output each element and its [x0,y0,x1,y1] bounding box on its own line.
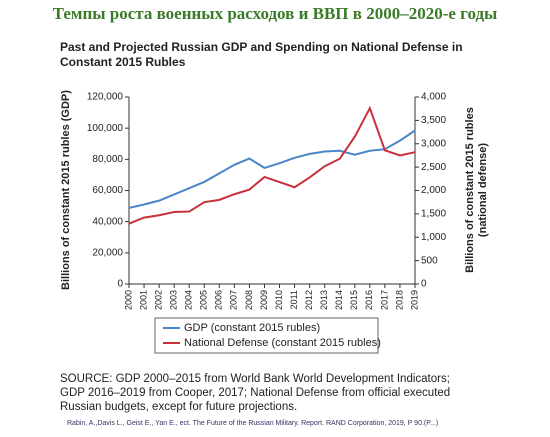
y2-tick-label: 3,000 [421,138,446,149]
x-tick-label: 2010 [274,290,284,310]
source-line: Russian budgets, except for future proje… [60,401,297,413]
y-tick-label: 0 [117,279,123,290]
x-tick-label: 2017 [379,290,389,310]
citation: Rabin, A.,Davis L., Geist E., Yan E., ec… [67,420,438,427]
y2-axis-label: Billions of constant 2015 rubles [464,107,476,273]
chart-title: Past and Projected Russian GDP and Spend… [60,40,463,54]
y-tick-label: 120,000 [87,92,124,103]
y-tick-label: 40,000 [92,216,123,227]
x-tick-label: 2016 [364,290,374,310]
y2-tick-label: 2,000 [421,185,446,196]
y-axis-label: Billions of constant 2015 rubles (GDP) [60,90,72,290]
x-tick-label: 2019 [409,290,419,310]
series-line [128,105,416,225]
legend-box [154,317,379,354]
y2-axis-label: (national defense) [477,143,489,237]
x-tick-label: 2014 [334,290,344,310]
y2-tick-label: 4,000 [421,92,446,103]
x-tick-label: 2009 [259,290,269,310]
x-tick-label: 2002 [153,290,163,310]
y-tick-label: 100,000 [87,123,124,134]
series-line [128,129,416,209]
x-tick-label: 2006 [214,290,224,310]
y2-tick-label: 3,500 [421,115,446,126]
x-tick-label: 2011 [289,290,299,309]
x-tick-label: 2000 [123,290,133,310]
y-tick-label: 60,000 [92,185,123,196]
legend-label: National Defense (constant 2015 rubles) [184,337,381,349]
y2-tick-label: 1,500 [421,209,446,220]
y2-tick-label: 1,000 [421,232,446,243]
source-line: SOURCE: GDP 2000–2015 from World Bank Wo… [60,373,450,385]
y2-tick-label: 0 [421,279,427,290]
chart-title: Constant 2015 Rubles [60,55,186,69]
y2-tick-label: 500 [421,255,438,266]
x-tick-label: 2004 [184,290,194,310]
x-tick-label: 2005 [199,290,209,310]
y-tick-label: 20,000 [92,247,123,258]
legend-label: GDP (constant 2015 rubles) [184,322,320,334]
x-tick-label: 2013 [319,290,329,310]
source-line: GDP 2016–2019 from Cooper, 2017; Nationa… [60,387,450,399]
x-tick-label: 2008 [244,290,254,310]
x-tick-label: 2015 [349,290,359,310]
x-tick-label: 2018 [394,290,404,310]
y-tick-label: 80,000 [92,154,123,165]
x-tick-label: 2007 [229,290,239,310]
y2-tick-label: 2,500 [421,162,446,173]
page-title: Темпы роста военных расходов и ВВП в 200… [53,4,498,23]
x-tick-label: 2003 [169,290,179,310]
x-tick-label: 2012 [304,290,314,310]
x-tick-label: 2001 [138,290,148,310]
